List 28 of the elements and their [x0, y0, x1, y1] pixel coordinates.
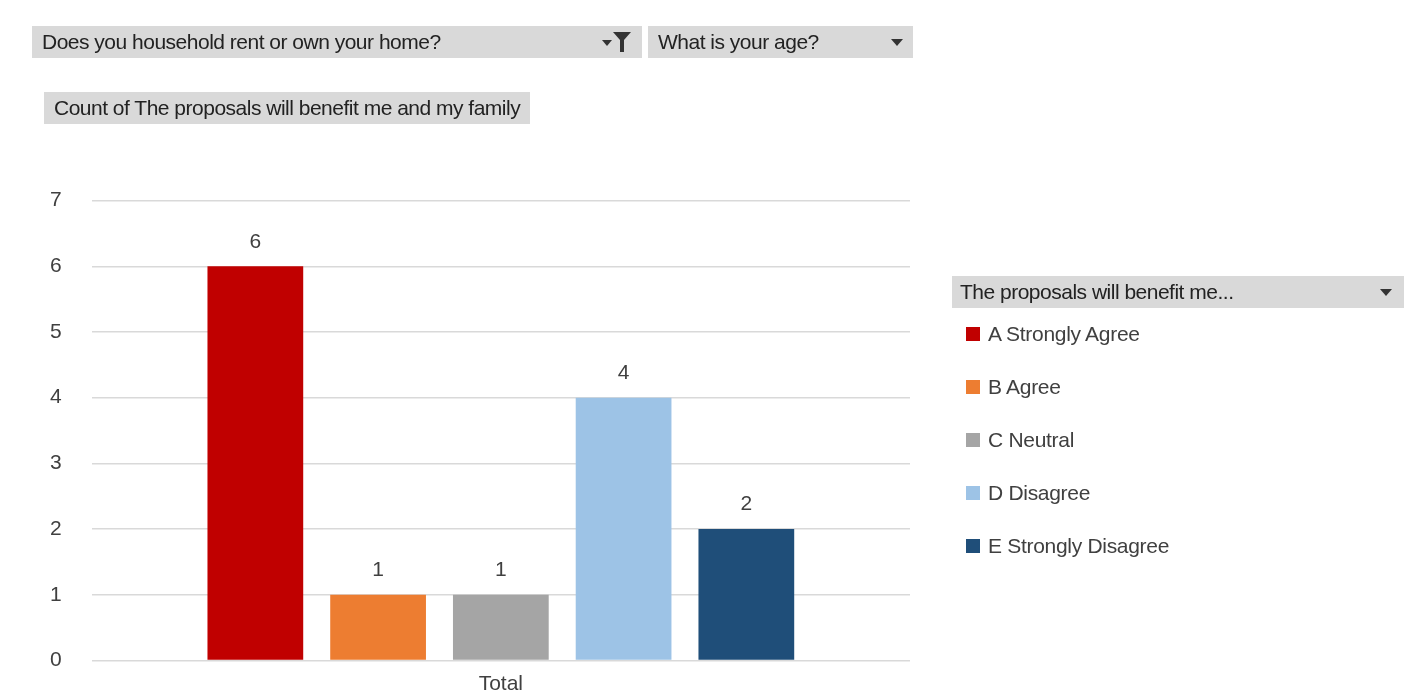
legend-label: B Agree [988, 375, 1061, 399]
x-tick-label: Total [478, 670, 524, 693]
y-tick-label: 0 [49, 647, 62, 671]
legend-label: A Strongly Agree [988, 322, 1140, 346]
text: What is your age? [658, 30, 819, 54]
bar [207, 266, 304, 660]
bar [452, 594, 549, 660]
data-label: 6 [249, 228, 262, 252]
y-tick-label: 3 [49, 450, 62, 474]
data-label: 4 [617, 359, 630, 383]
bar [330, 594, 426, 660]
y-tick-label: 6 [49, 253, 62, 277]
legend-label: C Neutral [988, 428, 1074, 452]
legend-label: D Disagree [988, 481, 1091, 505]
text: Does you household rent or own your home? [42, 30, 441, 54]
y-tick-label: 5 [49, 318, 62, 342]
legend-title: The proposals will benefit me... [960, 280, 1234, 304]
y-tick-label: 1 [49, 581, 62, 605]
legend-label: E Strongly Disagree [988, 534, 1170, 558]
chart-title: Count of The proposals will benefit me and my family [44, 92, 531, 124]
data-label: 1 [495, 557, 507, 581]
y-tick-label: 7 [49, 187, 62, 211]
bar [698, 529, 795, 660]
y-tick-label: 2 [49, 515, 62, 539]
data-label: 1 [372, 557, 384, 581]
bar [575, 397, 672, 660]
data-label: 2 [740, 491, 753, 515]
y-tick-label: 4 [49, 384, 62, 408]
